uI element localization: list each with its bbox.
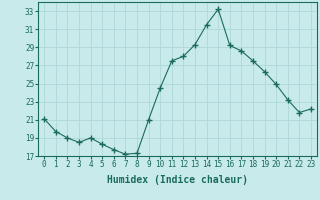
X-axis label: Humidex (Indice chaleur): Humidex (Indice chaleur) [107, 175, 248, 185]
